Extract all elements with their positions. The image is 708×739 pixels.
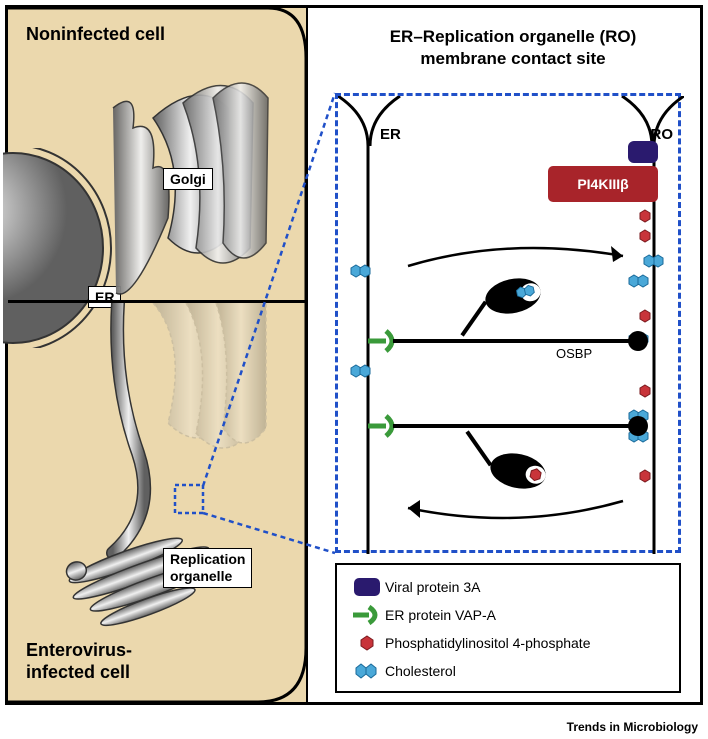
legend-text: Phosphatidylinositol 4-phosphate bbox=[385, 635, 590, 651]
right-title: ER–Replication organelle (RO) membrane c… bbox=[348, 26, 678, 70]
ro-label-box: Replication organelle bbox=[163, 548, 252, 588]
watermark: Trends in Microbiology bbox=[567, 720, 698, 734]
legend-text: Viral protein 3A bbox=[385, 579, 480, 595]
legend-box: Viral protein 3A ER protein VAP-A Phosph… bbox=[335, 563, 681, 693]
legend-row: Viral protein 3A bbox=[349, 573, 667, 601]
figure-frame: ER Golgi bbox=[5, 5, 703, 705]
pi4p-legend-icon bbox=[349, 635, 385, 651]
zoom-source-box bbox=[173, 483, 213, 523]
cell-divider bbox=[8, 300, 308, 303]
lipids bbox=[338, 96, 684, 556]
infected-label: Enterovirus- infected cell bbox=[26, 640, 132, 683]
golgi-label-box: Golgi bbox=[163, 168, 213, 190]
legend-row: Phosphatidylinositol 4-phosphate bbox=[349, 629, 667, 657]
vapa-legend-icon bbox=[349, 605, 385, 625]
legend-text: Cholesterol bbox=[385, 663, 456, 679]
osbp-label: OSBP bbox=[556, 346, 592, 361]
legend-text: ER protein VAP-A bbox=[385, 607, 496, 623]
noninfected-label: Noninfected cell bbox=[26, 24, 165, 45]
legend-row: Cholesterol bbox=[349, 657, 667, 685]
cell-panel: ER Golgi bbox=[8, 8, 308, 702]
legend-row: ER protein VAP-A bbox=[349, 601, 667, 629]
contact-site-panel: ER RO PI4KIIIβ bbox=[335, 93, 681, 553]
viral-3a-legend-icon bbox=[349, 578, 385, 596]
cholesterol-legend-icon bbox=[349, 663, 385, 679]
